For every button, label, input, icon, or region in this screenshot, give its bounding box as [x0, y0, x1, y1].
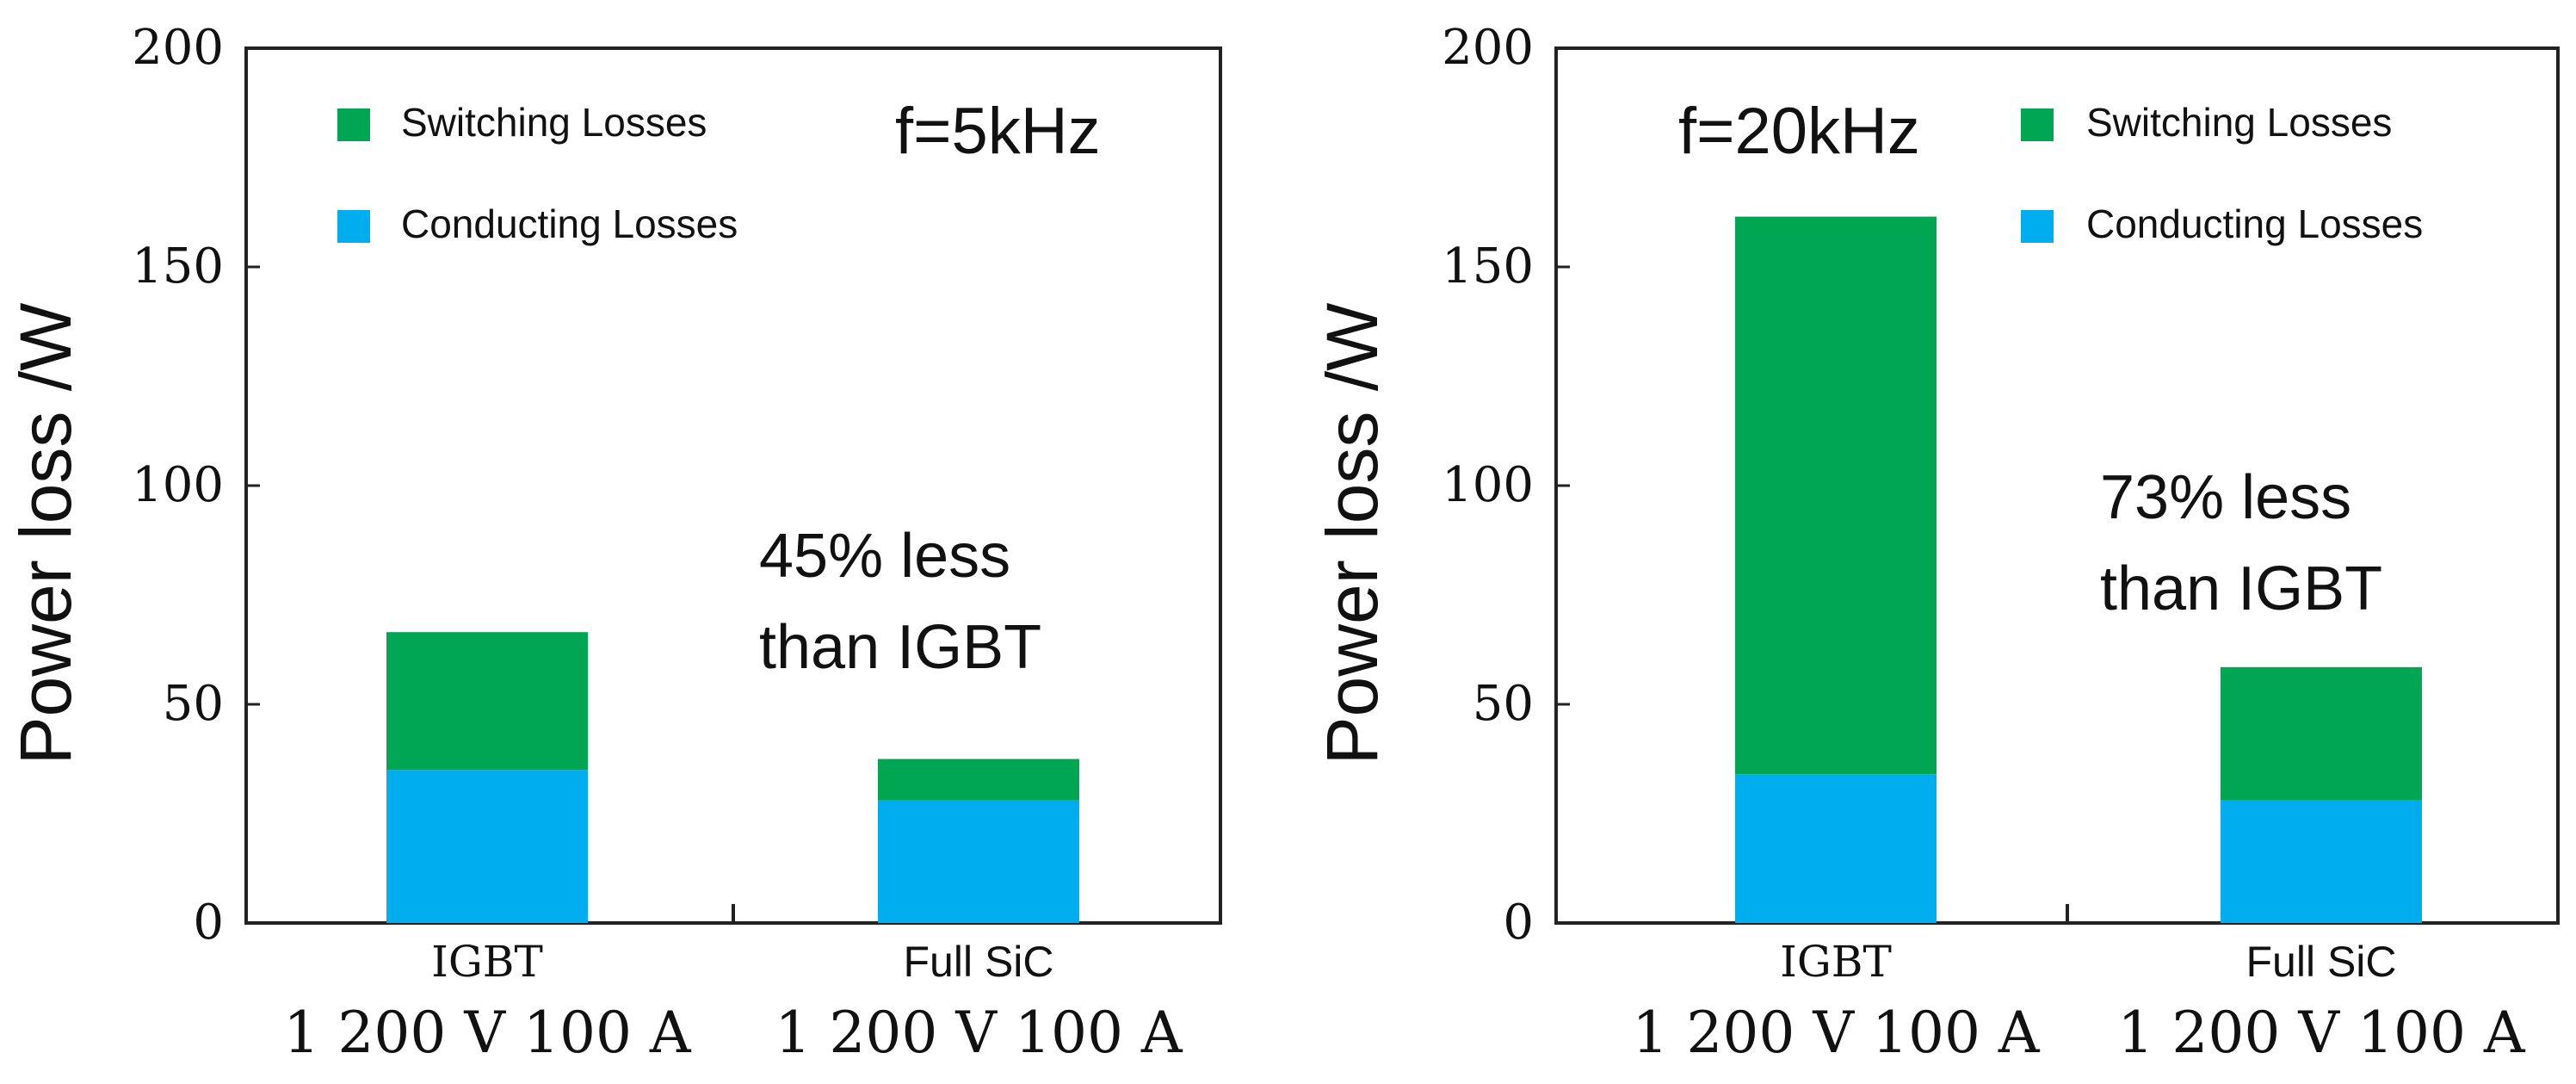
y-tick-label-left-150: 150: [132, 238, 224, 294]
legend-switching-label-left: Switching Losses: [401, 100, 707, 145]
y-tick-label-right-150: 150: [1442, 238, 1534, 294]
legend-conducting-swatch-right: [2021, 210, 2054, 243]
bar-left-igbt-switching-losses: [386, 632, 588, 771]
y-axis-label-right: Power loss /W: [1312, 303, 1393, 765]
x-category-sublabel-left-1: 1 200 V 100 A: [775, 1000, 1183, 1066]
bar-right-full-sic-conducting-losses: [2221, 800, 2422, 923]
y-tick-label-right-200: 200: [1442, 20, 1534, 76]
x-category-label-right-1: Full SiC: [2246, 938, 2396, 986]
y-tick-label-left-100: 100: [132, 457, 224, 513]
bar-left-igbt-conducting-losses: [386, 770, 588, 923]
x-category-label-right-0: IGBT: [1780, 937, 1892, 987]
bar-left-full-sic-switching-losses: [878, 759, 1079, 801]
frequency-label-left: f=5kHz: [895, 95, 1101, 168]
legend-conducting-label-right: Conducting Losses: [2086, 201, 2423, 246]
y-tick-label-right-100: 100: [1442, 457, 1534, 513]
legend-switching-swatch-right: [2021, 108, 2054, 141]
y-tick-label-left-200: 200: [132, 20, 224, 76]
x-category-sublabel-right-0: 1 200 V 100 A: [1632, 1000, 2041, 1066]
legend-conducting-swatch-left: [337, 210, 370, 243]
annotation-line1-left: 45% less: [759, 522, 1010, 591]
y-tick-label-left-0: 0: [193, 895, 224, 951]
bar-right-igbt-conducting-losses: [1735, 774, 1937, 923]
x-category-label-left-1: Full SiC: [903, 938, 1053, 986]
bar-right-igbt-switching-losses: [1735, 216, 1937, 775]
y-axis-label-left: Power loss /W: [5, 303, 86, 765]
x-category-sublabel-left-0: 1 200 V 100 A: [283, 1000, 692, 1066]
annotation-line2-left: than IGBT: [759, 613, 1041, 682]
y-tick-label-left-50: 50: [163, 676, 224, 732]
x-category-sublabel-right-1: 1 200 V 100 A: [2117, 1000, 2526, 1066]
y-tick-label-right-0: 0: [1503, 895, 1534, 951]
annotation-line1-right: 73% less: [2100, 463, 2351, 532]
frequency-label-right: f=20kHz: [1678, 95, 1920, 168]
legend-switching-swatch-left: [337, 108, 370, 141]
bar-right-full-sic-switching-losses: [2221, 666, 2422, 801]
annotation-line2-right: than IGBT: [2100, 554, 2382, 623]
legend-switching-label-right: Switching Losses: [2086, 100, 2392, 145]
chart-right: Power loss /W f=20kHz Switching Losses C…: [1312, 95, 2423, 765]
x-category-label-left-0: IGBT: [431, 937, 543, 987]
chart-left: Power loss /W f=5kHz Switching Losses Co…: [5, 95, 1101, 765]
legend-conducting-label-left: Conducting Losses: [401, 201, 738, 246]
bar-left-full-sic-conducting-losses: [878, 800, 1079, 923]
y-tick-label-right-50: 50: [1473, 676, 1534, 732]
